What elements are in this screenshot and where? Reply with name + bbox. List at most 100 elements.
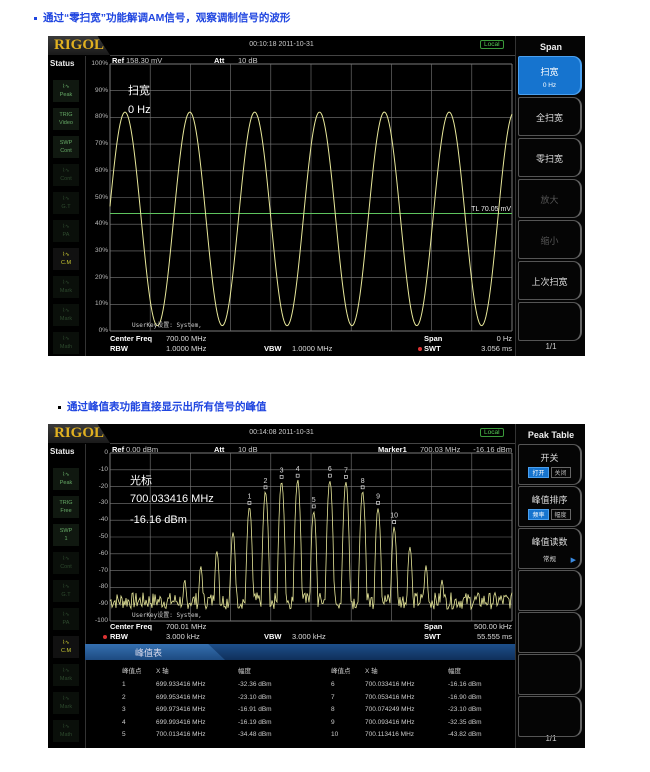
- status-icon-label: Free: [60, 508, 72, 514]
- y-axis-tick: 70%: [94, 140, 108, 148]
- switch-option-1[interactable]: 关闭: [550, 467, 571, 478]
- status-icon-mark[interactable]: ⌇∿ Mark: [53, 276, 79, 298]
- softkey-switch[interactable]: 开关 打开 关闭: [518, 444, 582, 485]
- peak-table-cell: 700.033416 MHz: [365, 681, 415, 688]
- peak-number-label: 3: [280, 467, 284, 474]
- status-icon-peak[interactable]: ⌇∿ Peak: [53, 468, 79, 490]
- peak-table-cell: 700.113416 MHz: [365, 731, 415, 738]
- center-freq-value[interactable]: 700.01 MHz: [166, 622, 207, 631]
- peak-table-cell: 699.953416 MHz: [156, 693, 206, 701]
- softkey-peak-readout[interactable]: 峰值读数 常规 ▶: [518, 528, 582, 569]
- peak-table-cell: 699.933416 MHz: [156, 681, 206, 688]
- status-icon-gt[interactable]: ⌇∿ G.T: [53, 192, 79, 214]
- softkey-label: 放大: [540, 195, 559, 205]
- softkey-零扫宽[interactable]: 零扫宽: [518, 138, 582, 177]
- heading-text: 通过峰值表功能直接显示出所有信号的峰值: [67, 401, 267, 413]
- spectrum-trace: [109, 479, 513, 611]
- rbw-value[interactable]: 1.0000 MHz: [166, 344, 207, 353]
- ref-value: 158.30 mV: [126, 56, 163, 65]
- ref-value: 0.00 dBm: [126, 445, 159, 454]
- softkey-label: 全扫宽: [535, 113, 563, 123]
- att-label: Att: [214, 445, 225, 454]
- menu-page-indicator: 1/1: [545, 734, 557, 743]
- softkey-peak-sort[interactable]: 峰值排序 频率 幅度: [518, 486, 582, 527]
- status-icon-cm[interactable]: ⌇∿ C.M: [53, 636, 79, 658]
- sort-option-0[interactable]: 频率: [528, 509, 549, 520]
- manual-indicator-dot: [418, 347, 422, 351]
- status-icon-glyph: ⌇∿: [62, 640, 70, 646]
- status-icon-math[interactable]: ⌇∿ Math: [53, 720, 79, 742]
- status-icon-peak[interactable]: ⌇∿ Peak: [53, 80, 79, 102]
- userkey-text: UserKey设置: System,: [132, 322, 202, 329]
- peak-table-cell: -16.19 dBm: [238, 718, 272, 726]
- sort-option-1[interactable]: 幅度: [550, 509, 571, 520]
- status-icon-mark[interactable]: ⌇∿ Mark: [53, 664, 79, 686]
- vbw-value[interactable]: 1.0000 MHz: [292, 344, 333, 353]
- status-icon-cont[interactable]: SWP Cont: [53, 136, 79, 158]
- status-icon-label: Mark: [59, 288, 73, 294]
- center-freq-value[interactable]: 700.00 MHz: [166, 334, 207, 343]
- peak-table-cell: 699.993416 MHz: [156, 718, 206, 726]
- status-icon-label: PA: [62, 232, 70, 238]
- status-icon-1[interactable]: SWP 1: [53, 524, 79, 546]
- softkey-blank[interactable]: [518, 302, 582, 341]
- status-icon-cm[interactable]: ⌇∿ C.M: [53, 248, 79, 270]
- y-axis-tick: -100: [94, 617, 108, 624]
- timestamp: 00:14:08 2011-10-31: [249, 429, 314, 436]
- timestamp: 00:10:18 2011-10-31: [249, 41, 314, 48]
- span-value[interactable]: 500.00 kHz: [474, 622, 512, 631]
- swt-label: SWT: [424, 632, 441, 641]
- y-axis-tick: 40%: [94, 220, 108, 228]
- peak-table-cell: 699.973416 MHz: [156, 706, 206, 713]
- softkey-缩小: 缩小: [518, 220, 582, 259]
- softkey-上次扫宽[interactable]: 上次扫宽: [518, 261, 582, 300]
- status-icon-label: Peak: [59, 480, 73, 486]
- status-icon-glyph: TRIG: [59, 112, 73, 118]
- status-icon-free[interactable]: TRIG Free: [53, 496, 79, 518]
- swt-value[interactable]: 55.555 ms: [476, 632, 512, 641]
- status-icon-gt[interactable]: ⌇∿ G.T: [53, 580, 79, 602]
- y-axis-tick: 60%: [94, 166, 108, 174]
- span-value[interactable]: 0 Hz: [496, 334, 512, 343]
- section-heading-zero-span: 通过“零扫宽”功能解调AM信号，观察调制信号的波形: [34, 10, 290, 25]
- y-axis-tick: 50%: [94, 193, 108, 201]
- swt-value[interactable]: 3.056 ms: [481, 344, 512, 353]
- rigol-logo: RIGOL: [48, 424, 110, 443]
- status-icon-video[interactable]: TRIG Video: [53, 108, 79, 130]
- peak-table-header: X 轴: [156, 668, 169, 675]
- softkey-全扫宽[interactable]: 全扫宽: [518, 97, 582, 136]
- status-icon-mark[interactable]: ⌇∿ Mark: [53, 692, 79, 714]
- status-icon-pa[interactable]: ⌇∿ PA: [53, 608, 79, 630]
- peak-table-banner: 峰值表: [85, 644, 515, 660]
- softkey-label: 缩小: [540, 236, 559, 246]
- status-icon-glyph: ⌇∿: [62, 224, 70, 230]
- vbw-value[interactable]: 3.000 kHz: [292, 632, 326, 641]
- rigol-logo: RIGOL: [48, 36, 110, 55]
- softkey-扫宽[interactable]: 扫宽 0 Hz: [518, 56, 582, 95]
- status-icon-label: Math: [59, 344, 73, 350]
- y-axis-tick: 0: [104, 449, 108, 456]
- marker-amp: -16.16 dBm: [473, 445, 512, 454]
- status-icon-cont[interactable]: ⌇∿ Cont: [53, 164, 79, 186]
- peak-table-title: 峰值表: [135, 648, 163, 658]
- peak-table-cell: 10: [331, 731, 339, 738]
- y-axis-tick: -50: [98, 533, 108, 540]
- y-axis-tick: -40: [98, 516, 108, 524]
- status-icon-mark[interactable]: ⌇∿ Mark: [53, 304, 79, 326]
- peak-marker: [360, 485, 365, 490]
- plot-area: 1 2 3 4 5 6 7 8 9 10: [109, 452, 513, 622]
- y-axis-tick: -20: [98, 482, 108, 490]
- submenu-arrow-icon: ▶: [570, 557, 576, 564]
- status-icon-glyph: ⌇∿: [62, 556, 70, 562]
- switch-option-0[interactable]: 打开: [528, 467, 549, 478]
- status-icon-glyph: ⌇∿: [62, 336, 70, 342]
- status-icon-pa[interactable]: ⌇∿ PA: [53, 220, 79, 242]
- status-icon-cont[interactable]: ⌇∿ Cont: [53, 552, 79, 574]
- status-icon-label: Math: [59, 732, 73, 738]
- peak-table-cell: -32.35 dBm: [448, 718, 482, 726]
- status-icon-glyph: ⌇∿: [62, 472, 70, 478]
- status-icon-math[interactable]: ⌇∿ Math: [53, 332, 79, 354]
- rbw-label: RBW: [110, 344, 128, 353]
- rbw-value[interactable]: 3.000 kHz: [166, 632, 200, 641]
- overlay-marker-title: 光标: [130, 475, 152, 487]
